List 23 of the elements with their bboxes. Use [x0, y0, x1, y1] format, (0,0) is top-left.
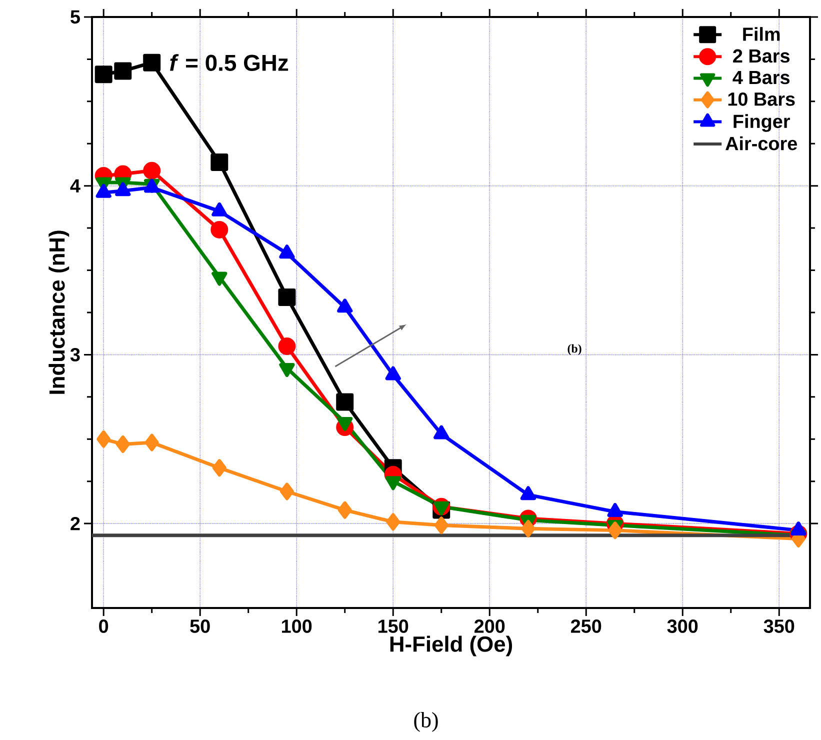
legend-label: Film: [743, 27, 780, 41]
annotation: (b): [568, 344, 582, 356]
text: (b): [414, 712, 438, 732]
x-tick-label: 250: [570, 620, 602, 633]
y-axis-title: Inductance (nH): [48, 230, 70, 394]
legend-label: 4 Bars: [732, 70, 790, 84]
x-tick-label: 300: [667, 620, 698, 633]
x-tick-label: 0: [99, 620, 108, 633]
x-tick-label: 50: [190, 620, 210, 633]
legend-label: Finger: [734, 114, 790, 132]
x-axis-title: H-Field (Oe): [390, 636, 512, 656]
x-tick-label: 100: [282, 620, 312, 633]
legend-label: 2 Bars: [733, 49, 790, 63]
x-tick-label: 350: [764, 620, 794, 633]
y-tick-label: 4: [70, 179, 80, 192]
y-tick-label: 3: [70, 348, 80, 362]
x-tick-label: 150: [378, 620, 408, 633]
y-tick-label: 2: [70, 516, 80, 530]
annotation: f = 0.5 GHz: [170, 54, 288, 71]
x-tick-label: 200: [474, 620, 505, 633]
legend-label: 10 Bars: [728, 92, 795, 106]
y-tick-label: 5: [70, 10, 80, 24]
legend-label: Air-core: [726, 136, 797, 150]
